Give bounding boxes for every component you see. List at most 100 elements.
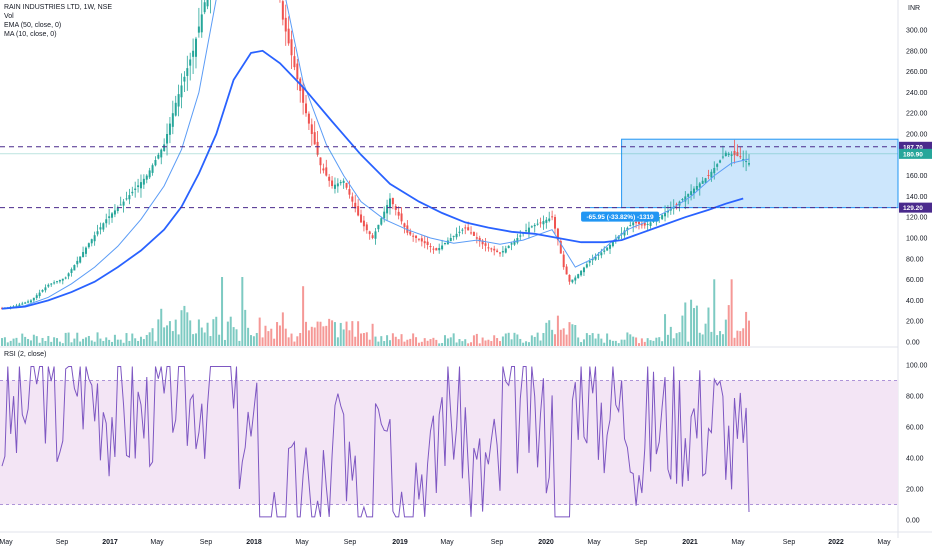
candle-body — [727, 153, 730, 155]
volume-bar — [238, 340, 241, 346]
volume-bar — [719, 331, 722, 346]
candle — [423, 235, 426, 249]
measure-label: -65.95 (-33.82%) -1319 — [581, 211, 660, 222]
volume-bar — [675, 333, 678, 346]
vol-legend[interactable]: Vol — [4, 13, 14, 20]
candle-body — [197, 26, 200, 33]
candle-body — [142, 178, 145, 185]
candle-body — [681, 199, 684, 200]
candle-body — [174, 102, 177, 116]
candle-body — [351, 196, 354, 202]
candle-body — [513, 240, 516, 245]
candle-body — [455, 233, 458, 238]
volume-bar — [32, 334, 35, 346]
volume-bar — [591, 333, 594, 346]
rsi-legend[interactable]: RSI (2, close) — [4, 351, 47, 358]
volume-bar — [403, 341, 406, 346]
candle — [368, 230, 371, 240]
candle-body — [336, 183, 339, 187]
candle-body — [426, 241, 429, 246]
candle-body — [611, 241, 614, 247]
rsi-pane — [0, 366, 898, 518]
volume-bar — [73, 338, 76, 346]
candle-body — [15, 305, 18, 307]
volume-bar — [27, 338, 30, 346]
ma-legend[interactable]: MA (10, close, 0) — [4, 31, 57, 38]
candle-body — [409, 231, 412, 235]
candle-body — [24, 302, 27, 304]
candle — [197, 7, 200, 38]
candle-body — [582, 267, 585, 273]
candle — [279, 0, 281, 3]
candle — [420, 235, 423, 247]
candle-body — [684, 196, 687, 202]
candle-body — [73, 265, 76, 271]
candle-body — [322, 168, 325, 171]
candle-body — [160, 149, 163, 158]
candle-body — [516, 238, 519, 243]
candle-body — [134, 188, 137, 190]
candle-body — [342, 180, 345, 183]
volume-bar — [336, 337, 339, 346]
volume-bar — [649, 340, 652, 346]
candle-body — [302, 86, 305, 103]
candle-body — [637, 221, 640, 224]
candle — [203, 0, 206, 15]
candle-body — [420, 238, 423, 242]
volume-bar — [186, 312, 189, 346]
volume-bar — [713, 279, 716, 346]
candle-body — [145, 175, 148, 180]
candle — [293, 46, 296, 71]
candle-body — [38, 292, 41, 297]
candle-body — [554, 217, 557, 229]
volume-bar — [736, 330, 739, 346]
candle — [362, 215, 365, 232]
candle — [554, 214, 557, 235]
candle — [148, 167, 151, 180]
candle — [695, 177, 698, 192]
candle-body — [154, 160, 157, 166]
candle-body — [122, 201, 125, 206]
candle — [452, 235, 455, 241]
candle-body — [472, 232, 475, 236]
volume-bar — [116, 339, 119, 346]
candle-body — [374, 231, 377, 239]
volume-bar — [281, 312, 284, 346]
candle-body — [333, 184, 336, 189]
volume-bar — [739, 331, 742, 346]
candle-body — [559, 241, 562, 254]
volume-bar — [614, 340, 617, 346]
volume-bar — [244, 309, 247, 346]
volume-bar — [611, 340, 614, 346]
candle — [594, 253, 597, 261]
volume-bar — [192, 334, 195, 346]
volume-bar — [1, 338, 3, 346]
candle-body — [600, 252, 603, 256]
candle-body — [157, 154, 160, 159]
candle-body — [377, 224, 380, 230]
volume-bar — [38, 342, 41, 346]
candle-body — [649, 222, 652, 226]
volume-bar — [499, 341, 501, 346]
volume-bar — [386, 335, 389, 346]
candle-body — [695, 186, 698, 190]
symbol-title[interactable]: RAIN INDUSTRIES LTD, 1W, NSE — [4, 4, 112, 11]
volume-bar — [58, 341, 61, 346]
candle — [342, 178, 345, 189]
volume-bar — [672, 338, 675, 346]
candle — [556, 227, 559, 246]
ema-legend[interactable]: EMA (50, close, 0) — [4, 22, 62, 29]
candle-body — [87, 243, 90, 248]
candle-body — [319, 157, 322, 166]
volume-bar — [415, 337, 418, 346]
candle — [29, 299, 32, 304]
candle-body — [82, 252, 85, 258]
volume-bar — [721, 334, 724, 346]
volume-bar — [493, 335, 496, 346]
candle-body — [61, 278, 64, 281]
volume-bar — [250, 335, 252, 346]
volume-bar — [111, 341, 114, 346]
candle-body — [345, 183, 348, 188]
candle — [345, 182, 348, 190]
